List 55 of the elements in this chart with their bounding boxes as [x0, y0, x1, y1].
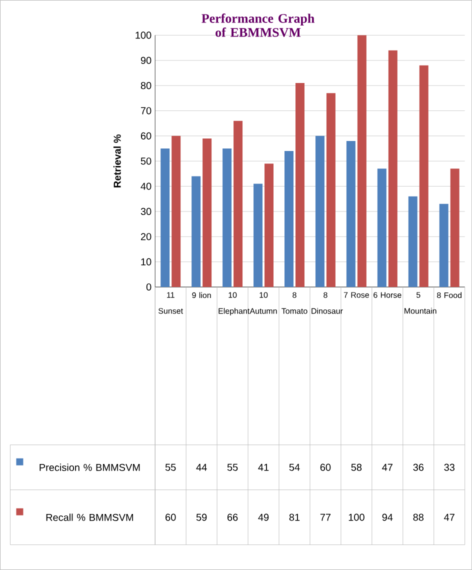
data-label: 47 [444, 514, 454, 521]
bar [346, 140, 356, 287]
bar [222, 148, 232, 287]
y-tick-label: 30 [140, 208, 152, 215]
y-tick-label: 0 [146, 283, 152, 291]
bar [326, 93, 336, 287]
y-tick-label: 90 [140, 56, 152, 64]
bar [315, 136, 324, 287]
bar [450, 168, 460, 287]
data-label: 100 [348, 514, 364, 521]
y-tick-label: 10 [141, 258, 152, 266]
bar [172, 136, 181, 287]
data-label: 55 [165, 464, 176, 471]
data-label: 59 [196, 514, 207, 521]
legend-label: Precision % BMMSVM [40, 464, 140, 472]
y-axis-title: Retrieval % [113, 134, 121, 188]
y-tick-label: 60 [140, 132, 152, 140]
data-label: 94 [382, 514, 393, 521]
bar [264, 164, 274, 287]
y-tick-label: 20 [140, 233, 152, 240]
data-label: 58 [351, 464, 362, 471]
bar [357, 35, 366, 287]
data-label: 49 [258, 514, 269, 521]
y-tick-label: 80 [140, 82, 152, 90]
data-label: 60 [320, 464, 331, 471]
chart-title: Performance Graph of EBMMSVM [202, 14, 314, 37]
y-tick-label: 50 [140, 158, 152, 165]
data-label: 88 [413, 514, 424, 521]
bar [419, 65, 428, 287]
bar [253, 184, 262, 287]
y-tick-label: 70 [140, 107, 152, 114]
data-label: 36 [413, 464, 424, 471]
data-label: 77 [320, 514, 330, 521]
data-label: 60 [166, 514, 176, 521]
data-label: 33 [444, 464, 454, 471]
y-tick-label: 100 [136, 32, 152, 39]
bar [192, 176, 201, 287]
bar [160, 148, 170, 287]
bar [234, 120, 243, 287]
bar [439, 204, 448, 287]
bar [388, 50, 398, 287]
bar [295, 83, 304, 287]
data-label: 55 [227, 464, 238, 471]
data-label: 54 [289, 464, 300, 471]
data-label: 44 [196, 464, 207, 471]
bar [202, 138, 212, 287]
data-label: 81 [289, 514, 300, 521]
y-tick-label: 40 [140, 182, 152, 190]
data-label: 47 [382, 464, 392, 471]
bar [408, 196, 418, 287]
data-label: 41 [258, 464, 269, 471]
data-label: 66 [227, 514, 238, 521]
legend-label: Recall % BMMSVM [46, 514, 133, 521]
bar [284, 151, 294, 287]
bar [377, 168, 386, 287]
